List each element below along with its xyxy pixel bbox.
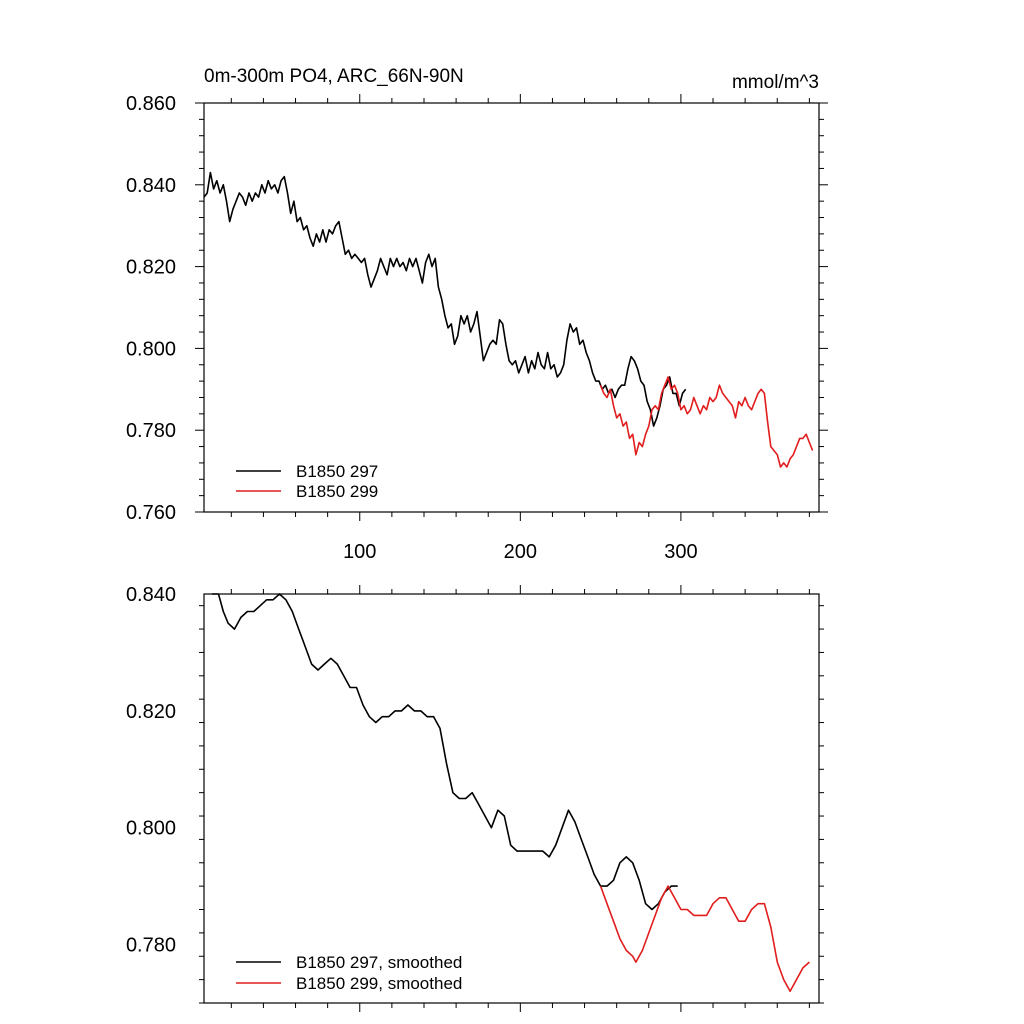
bottom-panel-frame [203,593,820,1004]
series-line-b1850-299-smoothed [599,885,810,993]
x-tick-label: 100 [343,541,376,563]
y-tick-label: 0.780 [126,935,176,957]
top-panel-units: mmol/m^3 [732,72,819,93]
bottom-panel-series [212,593,810,993]
y-tick-label: 0.760 [126,502,176,524]
x-tick-label: 300 [664,541,697,563]
y-tick-label: 0.840 [126,584,176,606]
legend-label-b1850-299: B1850 299 [296,482,378,501]
top-panel-series [203,171,814,468]
y-tick-label: 0.800 [126,818,176,840]
y-tick-label: 0.780 [126,420,176,442]
top-panel-ticks: 100 200 300 0.760 0.780 0.800 0.820 0.840 0.860 [126,93,828,563]
legend-label-b1850-297-smoothed: B1850 297, smoothed [296,953,462,972]
x-tick-label: 200 [504,541,537,563]
series-line-b1850-297-smoothed [212,593,678,911]
bottom-panel-legend: B1850 297, smoothed B1850 299, smoothed [236,953,462,993]
legend-label-b1850-297: B1850 297 [296,462,378,481]
y-tick-label: 0.820 [126,257,176,279]
y-tick-label: 0.840 [126,175,176,197]
y-tick-label: 0.820 [126,701,176,723]
top-panel-legend: B1850 297 B1850 299 [236,462,378,501]
top-panel: 0m-300m PO4, ARC_66N-90N mmol/m^3 100 200… [126,66,828,563]
bottom-panel: 0.780 0.800 0.820 0.840 B1850 297, smoothed… [126,584,824,1012]
top-panel-frame [203,102,820,513]
y-tick-label: 0.860 [126,93,176,115]
top-panel-title: 0m-300m PO4, ARC_66N-90N [204,66,464,87]
series-line-b1850-299 [599,376,814,468]
series-line-b1850-297 [203,171,687,427]
legend-label-b1850-299-smoothed: B1850 299, smoothed [296,974,462,993]
y-tick-label: 0.800 [126,338,176,360]
bottom-panel-ticks: 0.780 0.800 0.820 0.840 [126,584,824,1012]
